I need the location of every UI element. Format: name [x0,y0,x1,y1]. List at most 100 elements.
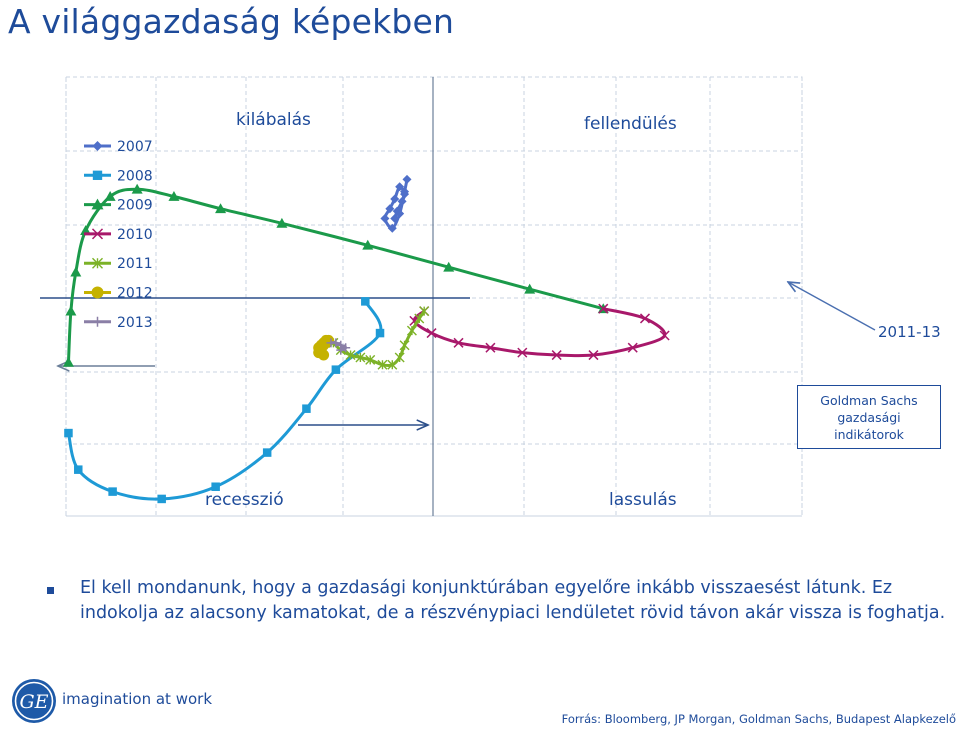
tagline: imagination at work [62,690,212,708]
legend-item-2008: 2008 [84,168,153,184]
quadrant-label-bottom-left: recesszió [205,490,284,510]
legend-item-2012: 2012 [84,286,153,302]
callout-line-1: Goldman Sachs [820,392,918,408]
point-2009-6 [168,191,180,201]
series-2008 [64,297,385,504]
point-2007-4 [395,182,405,192]
legend-label-2009: 2009 [117,198,153,214]
point-2008-9 [64,428,73,438]
legend-marker-2010 [91,228,104,240]
point-2010-8 [453,337,464,348]
quadrant-chart: kilábalás fellendülés recesszió lassulás… [40,76,876,517]
point-2011-2 [406,325,417,336]
point-2010-6 [517,347,528,358]
series-2010 [409,303,670,361]
point-2010-4 [588,350,599,361]
page-title: A világgazdaság képekben [8,2,455,41]
quadrant-label-top-left: kilábalás [236,110,311,130]
point-2007-2 [397,196,407,206]
point-2007-9 [395,209,405,219]
callout-box: Goldman Sachs gazdasági indikátorok [797,385,941,449]
chart-legend: 2007 2008 2009 2010 2011 2012 2013 [84,139,153,331]
legend-label-2010: 2010 [117,227,153,243]
point-2008-7 [108,487,117,496]
legend-label-2012: 2012 [117,286,153,302]
point-2009-2 [70,266,82,277]
callout-line-2: gazdasági [837,409,901,425]
year-range-label: 2011-13 [878,323,941,341]
bullet-text: El kell mondanunk, hogy a gazdasági konj… [80,578,946,623]
legend-item-2013: 2013 [84,315,153,331]
point-2012-11 [313,347,325,359]
quadrant-label-bottom-right: lassulás [609,490,677,510]
legend-item-2010: 2010 [84,227,153,243]
legend-label-2007: 2007 [117,139,153,155]
point-2007-8 [387,223,397,233]
point-2010-3 [627,342,638,353]
point-2011-1 [414,313,425,324]
point-2008-0 [361,297,370,306]
chart-grid [65,76,803,517]
plot-frame [65,76,803,517]
series-line-2008 [66,300,383,501]
series-line-2009 [66,187,604,363]
point-2007-7 [380,213,390,223]
point-2009-10 [443,261,455,272]
point-2010-2 [659,330,670,341]
legend-marker-2013 [92,316,103,327]
point-2009-8 [276,217,288,228]
point-2011-8 [355,352,366,363]
series-2013 [326,338,351,355]
legend-marker-2011 [92,257,103,269]
point-2007-6 [385,204,395,214]
callout-line-3: indikátorok [834,426,904,442]
chart-axes [40,77,470,516]
point-2009-11 [524,283,536,294]
point-2008-5 [211,482,220,491]
legend-label-2008: 2008 [117,168,153,184]
chart-arrows [58,282,876,425]
point-2011-0 [419,306,430,317]
point-2008-2 [331,365,341,374]
legend-label-2013: 2013 [117,315,153,331]
legend-marker-2008 [92,170,103,180]
point-2010-1 [639,313,651,324]
point-2009-1 [65,305,77,316]
point-2011-3 [399,340,410,351]
point-2013-1 [331,338,341,348]
legend-item-2011: 2011 [84,256,153,272]
point-2007-11 [402,174,412,184]
point-2013-4 [336,345,346,355]
point-2009-5 [131,183,143,194]
point-2011-6 [377,359,388,370]
point-2007-5 [390,194,400,204]
point-2009-0 [62,356,74,367]
quadrant-labels: kilábalás fellendülés recesszió lassulás [205,110,677,510]
legend-marker-2009 [91,198,104,210]
legend-item-2007: 2007 [84,139,153,155]
point-2011-5 [387,359,398,370]
quadrant-label-top-right: fellendülés [584,114,677,134]
series-2009 [62,183,609,367]
legend-marker-2012 [91,286,104,299]
point-2013-3 [341,343,351,353]
point-2008-1 [375,328,385,338]
chart-series [62,174,670,504]
arrow-2011-13 [788,282,876,331]
legend-item-2009: 2009 [84,198,153,214]
point-2011-9 [345,350,356,361]
point-2007-0 [390,213,400,223]
source-note: Forrás: Bloomberg, JP Morgan, Goldman Sa… [561,712,956,726]
series-line-2010 [412,307,667,358]
legend-marker-2007 [92,141,103,151]
series-2007 [380,174,412,233]
legend-label-2011: 2011 [117,256,153,272]
point-2009-4 [104,191,116,201]
point-2008-3 [302,404,311,413]
point-2010-9 [426,328,437,339]
point-2007-10 [400,187,410,197]
point-2009-7 [215,203,227,214]
point-2009-9 [362,239,374,250]
series-2011 [328,306,430,370]
point-2010-5 [551,350,562,361]
